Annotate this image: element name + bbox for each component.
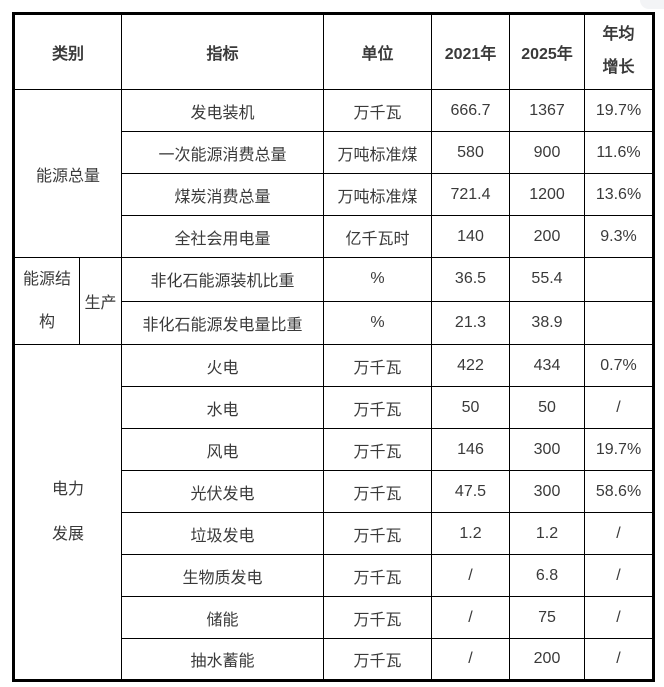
section-subcategory-cell: 生产 — [79, 256, 122, 346]
value-2025-cell: 1.2 — [509, 512, 585, 556]
unit-cell: 万千瓦 — [323, 386, 432, 430]
table-row: 储能 万千瓦 / 75 / — [14, 596, 654, 640]
unit-cell: 万千瓦 — [323, 596, 432, 640]
indicator-cell: 一次能源消费总量 — [121, 131, 324, 174]
table-row: 电力 发展 火电 万千瓦 422 434 0.7% — [13, 344, 654, 682]
value-2025-cell: 75 — [509, 596, 585, 640]
unit-cell: 万吨标准煤 — [323, 173, 432, 216]
indicator-cell: 发电装机 — [121, 89, 324, 132]
value-2021-cell: 21.3 — [431, 300, 510, 346]
header-year-2025: 2025年 — [509, 13, 585, 90]
value-2021-cell: / — [431, 596, 510, 640]
value-2021-cell: 422 — [431, 344, 510, 388]
unit-cell: 万千瓦 — [323, 512, 432, 556]
indicator-cell: 光伏发电 — [121, 470, 324, 514]
value-2021-cell: 36.5 — [431, 257, 510, 302]
table-row: 能源总量 发电装机 万千瓦 666.7 1367 19.7% — [13, 89, 654, 258]
energy-plan-table: 类别 指标 单位 2021年 2025年 年均 增长 能源总量 发电装机 万千瓦… — [12, 12, 655, 683]
value-2025-cell: 6.8 — [509, 554, 585, 598]
unit-cell: 万吨标准煤 — [323, 131, 432, 174]
value-2021-cell: 721.4 — [431, 173, 510, 216]
unit-cell: 万千瓦 — [323, 638, 432, 682]
value-2025-cell: 200 — [509, 638, 585, 682]
unit-cell: 万千瓦 — [323, 470, 432, 514]
unit-cell: % — [323, 257, 432, 302]
growth-cell: / — [584, 596, 654, 640]
growth-cell: 0.7% — [584, 344, 654, 388]
value-2021-cell: 47.5 — [431, 470, 510, 514]
value-2021-cell: / — [431, 554, 510, 598]
growth-cell — [584, 257, 654, 302]
value-2025-cell: 200 — [509, 215, 585, 258]
unit-cell: 万千瓦 — [323, 344, 432, 388]
indicator-cell: 水电 — [121, 386, 324, 430]
section-category-cell: 能源总量 — [13, 89, 122, 258]
unit-cell: 万千瓦 — [323, 428, 432, 472]
value-2025-cell: 434 — [509, 344, 585, 388]
indicator-cell: 非化石能源发电量比重 — [121, 300, 324, 346]
value-2021-cell: 666.7 — [431, 89, 510, 132]
growth-cell: / — [584, 554, 654, 598]
indicator-cell: 抽水蓄能 — [121, 638, 324, 682]
table-row: 垃圾发电 万千瓦 1.2 1.2 / — [14, 512, 654, 556]
growth-cell: / — [584, 512, 654, 556]
table-header-row: 类别 指标 单位 2021年 2025年 年均 增长 — [13, 13, 654, 90]
value-2021-cell: 580 — [431, 131, 510, 174]
value-2021-cell: 1.2 — [431, 512, 510, 556]
table-row: 一次能源消费总量 万吨标准煤 580 900 11.6% — [14, 131, 654, 174]
value-2025-cell: 300 — [509, 428, 585, 472]
value-2025-cell: 38.9 — [509, 300, 585, 346]
indicator-cell: 生物质发电 — [121, 554, 324, 598]
growth-cell: 13.6% — [584, 173, 654, 216]
unit-cell: 万千瓦 — [323, 554, 432, 598]
growth-cell: 58.6% — [584, 470, 654, 514]
growth-cell: / — [584, 638, 654, 682]
indicator-cell: 风电 — [121, 428, 324, 472]
indicator-cell: 非化石能源装机比重 — [121, 257, 324, 302]
growth-cell: 19.7% — [584, 89, 654, 132]
indicator-cell: 全社会用电量 — [121, 215, 324, 258]
table-row: 抽水蓄能 万千瓦 / 200 / — [14, 638, 654, 682]
value-2025-cell: 900 — [509, 131, 585, 174]
growth-cell: 9.3% — [584, 215, 654, 258]
header-growth: 年均 增长 — [584, 13, 654, 90]
value-2025-cell: 1367 — [509, 89, 585, 132]
unit-cell: % — [323, 300, 432, 346]
indicator-cell: 储能 — [121, 596, 324, 640]
table-row: 能源结 构 生产 非化石能源装机比重 % 36.5 55.4 — [13, 256, 654, 346]
value-2021-cell: 50 — [431, 386, 510, 430]
section-category-cell: 电力 发展 — [13, 344, 122, 682]
header-indicator: 指标 — [121, 13, 324, 90]
growth-cell: / — [584, 386, 654, 430]
header-category: 类别 — [13, 13, 122, 90]
indicator-cell: 垃圾发电 — [121, 512, 324, 556]
table-row: 非化石能源发电量比重 % 21.3 38.9 — [14, 300, 654, 346]
value-2021-cell: 140 — [431, 215, 510, 258]
header-unit: 单位 — [323, 13, 432, 90]
header-year-2021: 2021年 — [431, 13, 510, 90]
value-2021-cell: / — [431, 638, 510, 682]
section-category-cell: 能源结 构 — [13, 256, 80, 346]
growth-cell: 11.6% — [584, 131, 654, 174]
value-2025-cell: 300 — [509, 470, 585, 514]
page-corner-artifact — [640, 0, 664, 9]
table-row: 煤炭消费总量 万吨标准煤 721.4 1200 13.6% — [14, 173, 654, 216]
table-row: 全社会用电量 亿千瓦时 140 200 9.3% — [14, 215, 654, 258]
growth-cell — [584, 300, 654, 346]
indicator-cell: 煤炭消费总量 — [121, 173, 324, 216]
value-2021-cell: 146 — [431, 428, 510, 472]
unit-cell: 万千瓦 — [323, 89, 432, 132]
growth-cell: 19.7% — [584, 428, 654, 472]
value-2025-cell: 50 — [509, 386, 585, 430]
unit-cell: 亿千瓦时 — [323, 215, 432, 258]
value-2025-cell: 55.4 — [509, 257, 585, 302]
value-2025-cell: 1200 — [509, 173, 585, 216]
indicator-cell: 火电 — [121, 344, 324, 388]
